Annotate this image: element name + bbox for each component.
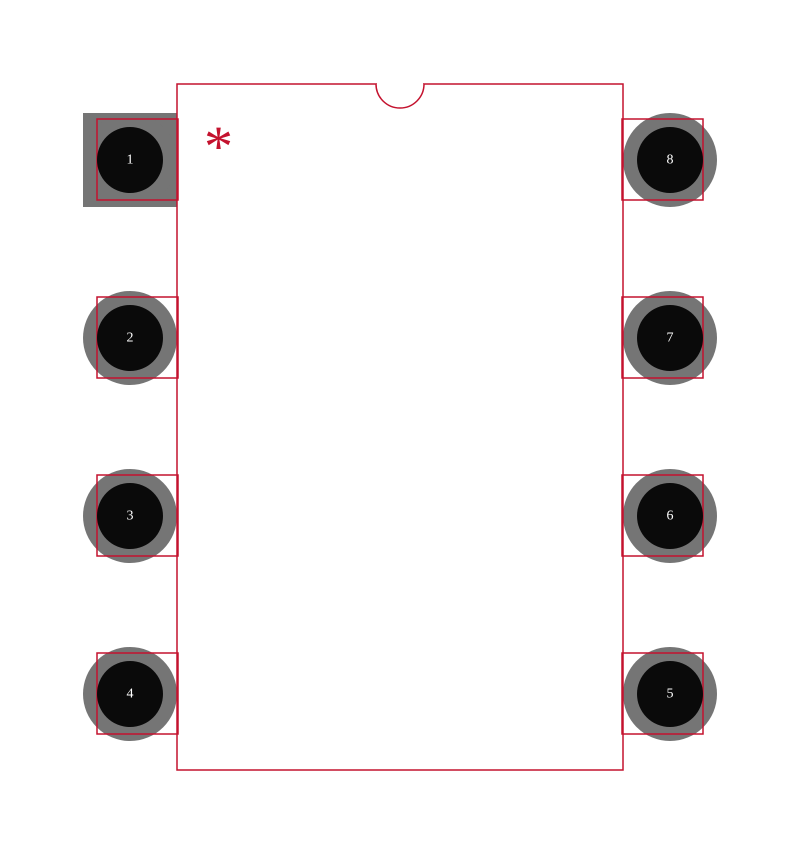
pin-7-label: 7 (667, 331, 674, 346)
ic-footprint-diagram: 1 2 3 4 5 6 7 8 * (0, 0, 800, 854)
pin-2-label: 2 (127, 331, 134, 346)
pin-3-label: 3 (127, 509, 134, 524)
pin-1-label: 1 (127, 153, 134, 168)
pin-4-label: 4 (127, 687, 134, 702)
pin-6-label: 6 (667, 509, 674, 524)
pin-5-label: 5 (667, 687, 674, 702)
pin-8-label: 8 (667, 153, 674, 168)
pin1-marker-icon: * (204, 114, 233, 179)
